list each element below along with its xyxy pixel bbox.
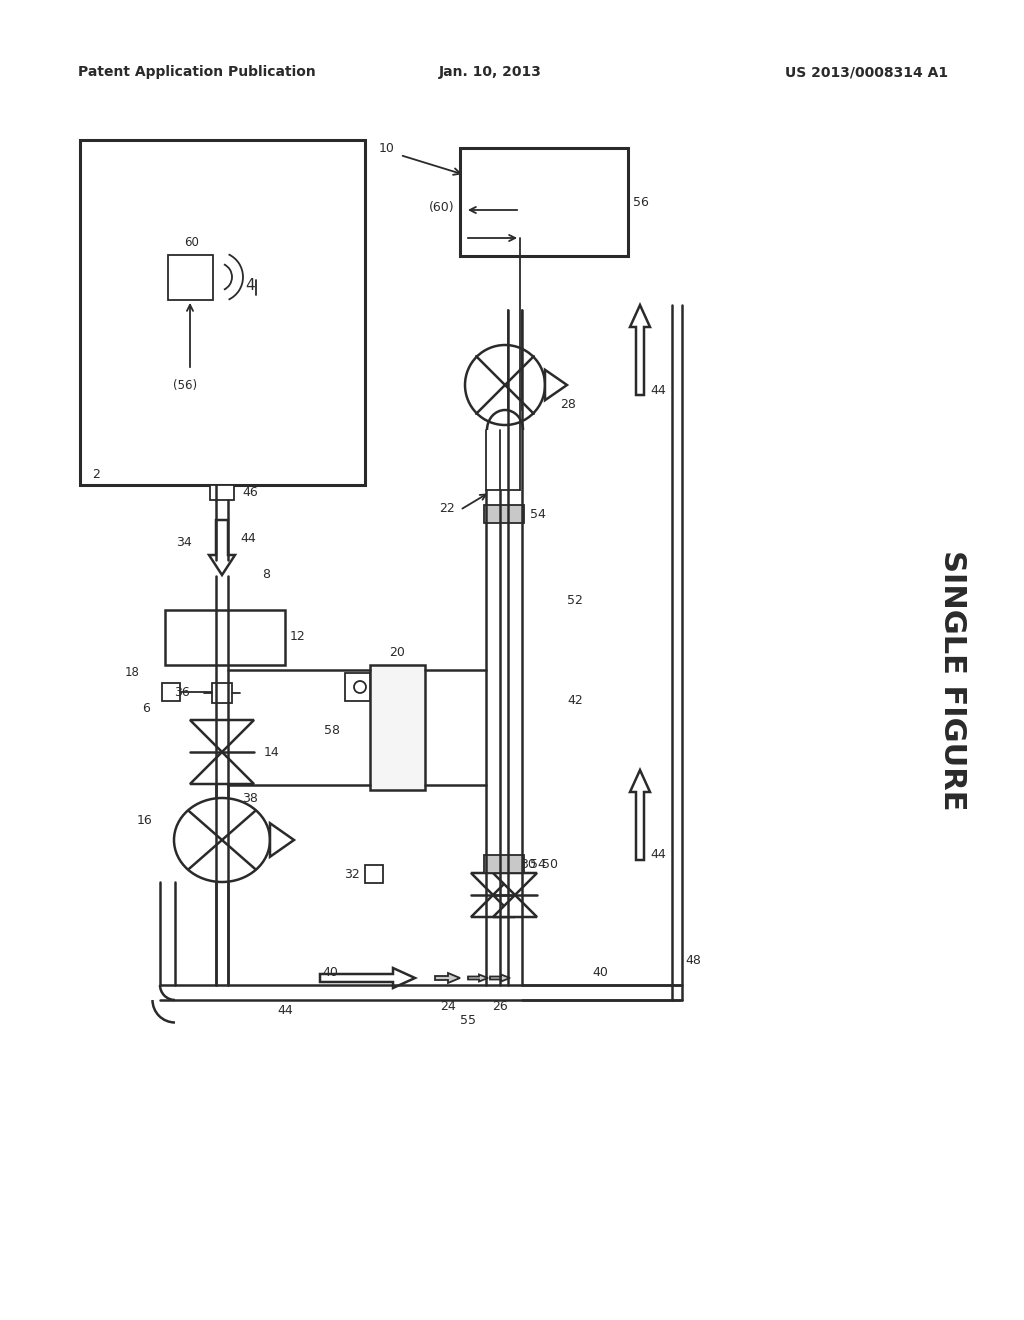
Polygon shape bbox=[209, 520, 234, 576]
Polygon shape bbox=[493, 873, 537, 895]
Bar bbox=[162, 682, 180, 701]
Polygon shape bbox=[190, 719, 254, 752]
Text: 32: 32 bbox=[344, 869, 360, 882]
Polygon shape bbox=[190, 752, 254, 784]
Text: 6: 6 bbox=[142, 701, 150, 714]
Bar bbox=[460, 148, 628, 256]
Text: 50: 50 bbox=[542, 858, 558, 871]
Text: 48: 48 bbox=[685, 953, 700, 966]
Polygon shape bbox=[630, 770, 650, 861]
Bar bbox=[80, 140, 365, 484]
Polygon shape bbox=[471, 873, 515, 895]
Text: 40: 40 bbox=[592, 966, 608, 979]
Text: 16: 16 bbox=[137, 813, 153, 826]
Text: 54: 54 bbox=[530, 858, 546, 870]
Text: 4: 4 bbox=[245, 277, 255, 293]
Text: 10: 10 bbox=[379, 141, 395, 154]
Text: 34: 34 bbox=[176, 536, 193, 549]
Polygon shape bbox=[319, 968, 415, 987]
Text: Jan. 10, 2013: Jan. 10, 2013 bbox=[438, 65, 542, 79]
Polygon shape bbox=[435, 973, 460, 983]
Polygon shape bbox=[270, 824, 294, 857]
Text: 18: 18 bbox=[125, 667, 140, 680]
Text: Patent Application Publication: Patent Application Publication bbox=[78, 65, 315, 79]
Polygon shape bbox=[630, 305, 650, 395]
Bar bbox=[212, 682, 232, 704]
Text: 52: 52 bbox=[567, 594, 583, 606]
Text: 56: 56 bbox=[633, 195, 649, 209]
Text: 2: 2 bbox=[92, 469, 100, 482]
Text: 26: 26 bbox=[493, 1001, 508, 1014]
Text: 42: 42 bbox=[567, 693, 583, 706]
Text: 22: 22 bbox=[439, 502, 455, 515]
Text: (60): (60) bbox=[429, 202, 455, 214]
Polygon shape bbox=[490, 974, 510, 982]
Text: 14: 14 bbox=[264, 746, 280, 759]
Bar bbox=[345, 673, 370, 701]
Text: 60: 60 bbox=[184, 236, 200, 249]
Bar bbox=[484, 855, 524, 873]
Polygon shape bbox=[493, 895, 537, 917]
Text: 44: 44 bbox=[278, 1003, 293, 1016]
Text: 36: 36 bbox=[174, 686, 190, 700]
Polygon shape bbox=[468, 974, 488, 982]
Text: 20: 20 bbox=[389, 647, 404, 660]
Text: 12: 12 bbox=[290, 631, 306, 644]
Bar bbox=[484, 506, 524, 523]
Circle shape bbox=[354, 681, 366, 693]
Text: 44: 44 bbox=[650, 849, 666, 862]
Polygon shape bbox=[545, 370, 567, 400]
Text: 8: 8 bbox=[262, 569, 270, 582]
Text: 24: 24 bbox=[440, 1001, 456, 1014]
Text: US 2013/0008314 A1: US 2013/0008314 A1 bbox=[784, 65, 948, 79]
Bar bbox=[165, 610, 285, 665]
Text: (56): (56) bbox=[173, 379, 197, 392]
Text: 30: 30 bbox=[520, 858, 536, 871]
Text: 44: 44 bbox=[650, 384, 666, 396]
Text: 55: 55 bbox=[460, 1014, 476, 1027]
Text: 54: 54 bbox=[530, 507, 546, 520]
Bar bbox=[365, 865, 383, 883]
Text: SINGLE FIGURE: SINGLE FIGURE bbox=[938, 549, 967, 810]
Text: 44: 44 bbox=[240, 532, 256, 544]
Text: 28: 28 bbox=[560, 399, 575, 412]
Bar bbox=[210, 484, 234, 500]
Text: 38: 38 bbox=[242, 792, 258, 805]
Text: 40: 40 bbox=[323, 966, 338, 979]
Text: 46: 46 bbox=[242, 487, 258, 499]
Ellipse shape bbox=[174, 799, 270, 882]
Text: 58: 58 bbox=[324, 723, 340, 737]
Bar bbox=[168, 255, 213, 300]
Polygon shape bbox=[471, 895, 515, 917]
Bar bbox=[370, 665, 425, 789]
Circle shape bbox=[465, 345, 545, 425]
